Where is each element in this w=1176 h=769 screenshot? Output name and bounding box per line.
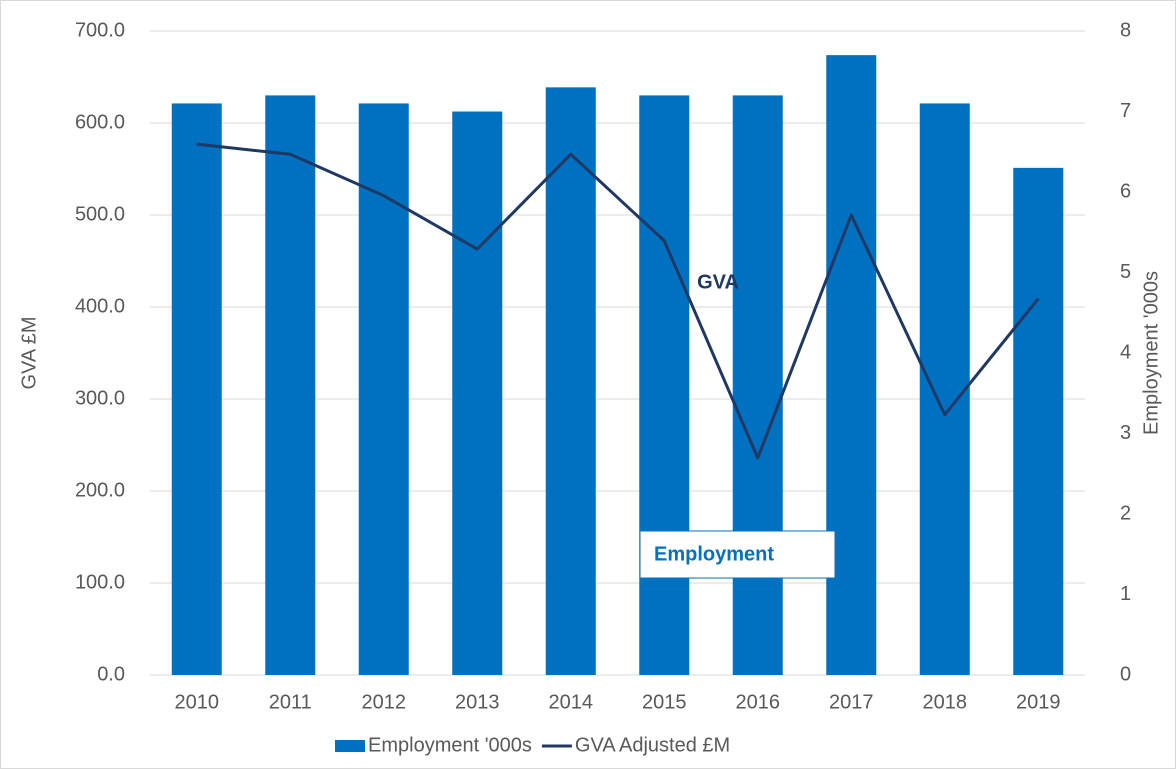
y-tick-label: 400.0 <box>75 295 125 317</box>
y-tick-label: 700.0 <box>75 19 125 41</box>
x-tick-label: 2019 <box>1016 691 1061 713</box>
x-tick-label: 2013 <box>455 691 500 713</box>
annotation-box <box>639 530 836 579</box>
y-tick-label: 200.0 <box>75 479 125 501</box>
y2-tick-label: 5 <box>1120 261 1131 283</box>
bar <box>919 103 970 675</box>
bar <box>826 55 877 675</box>
y-tick-label: 300.0 <box>75 387 125 409</box>
annotation: GVA <box>697 271 739 293</box>
bar <box>732 95 783 675</box>
y2-tick-label: 8 <box>1120 19 1131 41</box>
legend-swatch <box>335 740 365 752</box>
x-tick-label: 2016 <box>736 691 781 713</box>
bar <box>639 95 690 675</box>
bar <box>265 95 316 675</box>
y-tick-label: 600.0 <box>75 111 125 133</box>
x-tick-label: 2017 <box>829 691 874 713</box>
x-tick-label: 2012 <box>362 691 407 713</box>
bar <box>1013 167 1064 675</box>
bar <box>452 111 503 675</box>
y-tick-label: 0.0 <box>97 663 125 685</box>
y2-tick-label: 6 <box>1120 180 1131 202</box>
legend-label: GVA Adjusted £M <box>575 734 730 756</box>
x-tick-label: 2010 <box>175 691 220 713</box>
bar <box>171 103 222 675</box>
y2-tick-label: 7 <box>1120 100 1131 122</box>
annotation: Employment <box>654 543 774 565</box>
y-axis-title: GVA £M <box>18 317 40 390</box>
bar <box>545 87 596 676</box>
bar <box>358 103 409 675</box>
line <box>196 142 1040 460</box>
y-tick-label: 500.0 <box>75 203 125 225</box>
x-tick-label: 2018 <box>923 691 968 713</box>
y2-tick-label: 4 <box>1120 341 1131 363</box>
y2-tick-label: 1 <box>1120 583 1131 605</box>
x-tick-label: 2014 <box>549 691 594 713</box>
y2-tick-label: 3 <box>1120 422 1131 444</box>
x-tick-label: 2011 <box>269 691 312 713</box>
y-tick-label: 100.0 <box>75 571 125 593</box>
y2-axis-title: Employment '000s <box>1140 271 1162 435</box>
y2-tick-label: 2 <box>1120 502 1131 524</box>
y2-tick-label: 0 <box>1120 663 1131 685</box>
legend-label: Employment '000s <box>368 734 532 756</box>
x-tick-label: 2015 <box>642 691 687 713</box>
